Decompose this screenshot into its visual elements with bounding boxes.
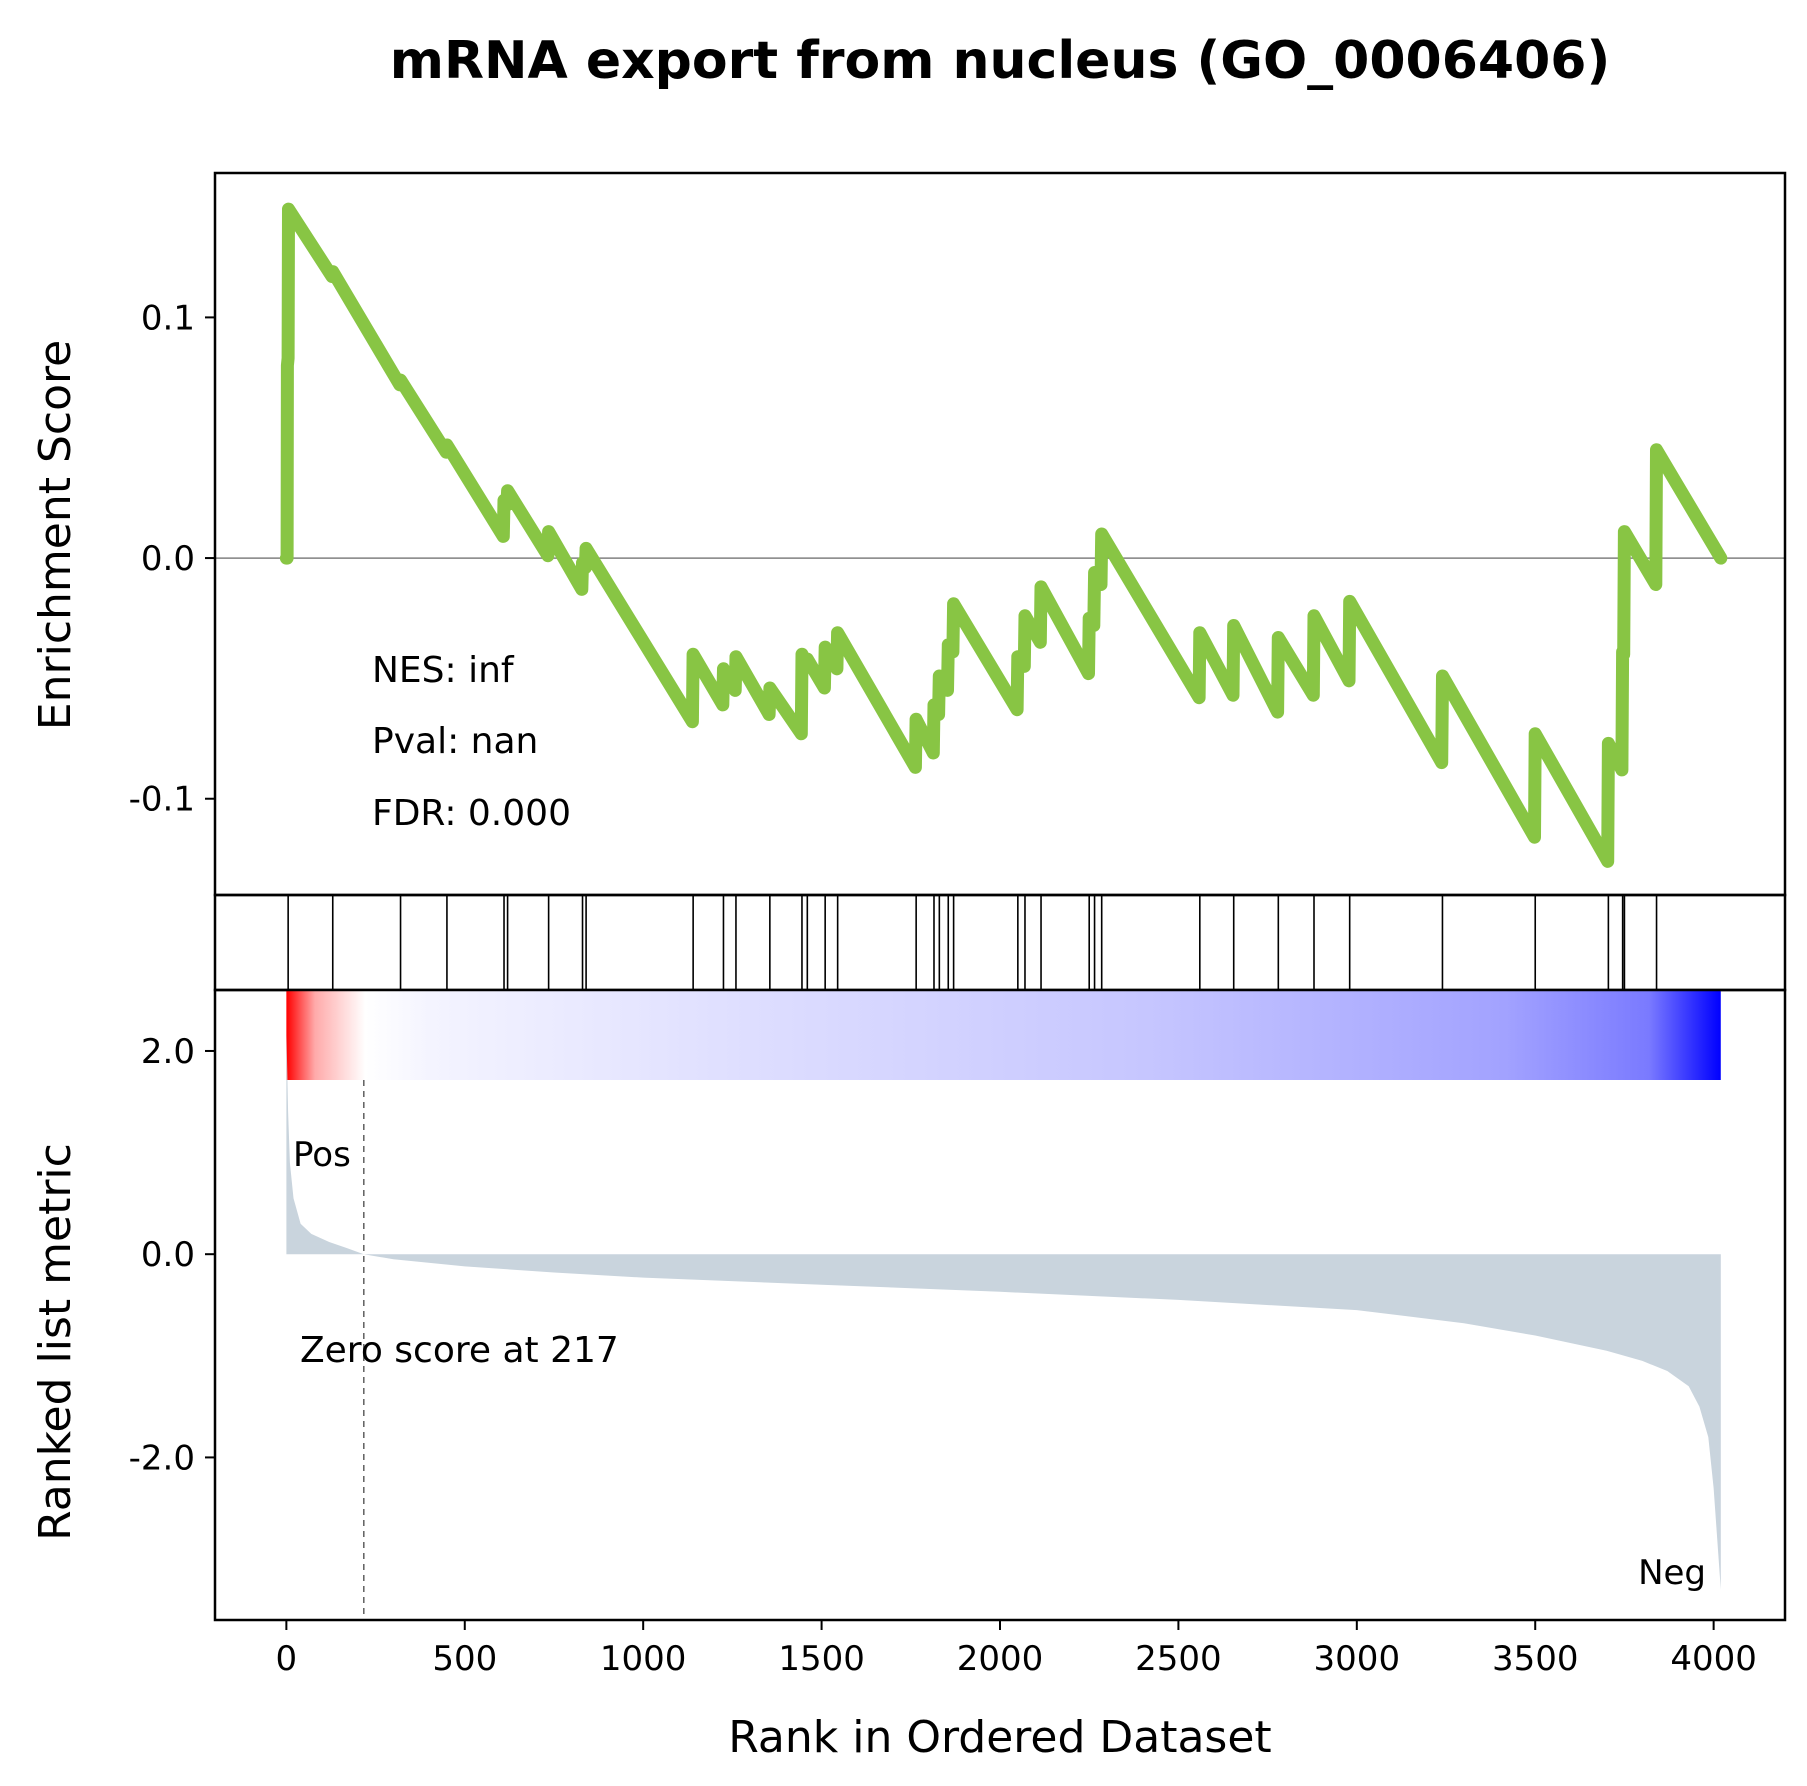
neg-label: Neg xyxy=(1638,1553,1706,1593)
hit-lines xyxy=(287,895,1658,990)
rank-heatmap-bar xyxy=(286,990,1721,1080)
es-y-tick-label: -0.1 xyxy=(129,780,195,820)
pval-label: Pval: nan xyxy=(372,721,538,762)
x-tick-label: 2000 xyxy=(957,1639,1044,1679)
metric-y-tick-label: 2.0 xyxy=(141,1032,195,1072)
metric-y-axis: 2.0 0.0 -2.0 xyxy=(129,1032,215,1478)
x-tick-label: 500 xyxy=(432,1639,497,1679)
x-tick-label: 3500 xyxy=(1492,1639,1579,1679)
ranked-metric-panel: 2.0 0.0 -2.0 Pos Neg Zero score at 217 Ran… xyxy=(30,988,1787,1622)
x-axis: 0 500 1000 1500 2000 2500 3000 3500 4000 xyxy=(276,1620,1757,1679)
gene-hits-panel xyxy=(213,893,1787,992)
metric-y-axis-label: Ranked list metric xyxy=(30,1143,81,1541)
x-axis-label: Rank in Ordered Dataset xyxy=(728,1712,1271,1763)
es-y-axis-label: Enrichment Score xyxy=(30,340,81,730)
zero-score-label: Zero score at 217 xyxy=(300,1330,619,1371)
hits-panel-frame xyxy=(213,893,1787,992)
es-panel-frame xyxy=(213,171,1787,897)
x-tick-label: 1000 xyxy=(600,1639,687,1679)
fdr-label: FDR: 0.000 xyxy=(372,793,571,834)
es-curve xyxy=(279,202,1728,868)
es-y-axis: 0.1 0.0 -0.1 xyxy=(129,298,215,820)
x-tick-label: 1500 xyxy=(778,1639,865,1679)
x-tick-label: 4000 xyxy=(1670,1639,1757,1679)
es-y-tick-label: 0.1 xyxy=(141,298,195,338)
nes-label: NES: inf xyxy=(372,650,515,691)
metric-y-tick-label: -2.0 xyxy=(129,1438,195,1478)
enrichment-score-panel: 0.1 0.0 -0.1 NES: inf Pval: nan FDR: 0.000… xyxy=(30,171,1787,897)
x-tick-label: 3000 xyxy=(1314,1639,1401,1679)
x-tick-label: 2500 xyxy=(1135,1639,1222,1679)
chart-title: mRNA export from nucleus (GO_0006406) xyxy=(390,31,1610,91)
metric-y-tick-label: 0.0 xyxy=(141,1235,195,1275)
ranked-metric-area xyxy=(286,1030,1721,1590)
x-tick-label: 0 xyxy=(276,1639,298,1679)
es-y-tick-label: 0.0 xyxy=(141,539,195,579)
pos-label: Pos xyxy=(293,1135,351,1175)
